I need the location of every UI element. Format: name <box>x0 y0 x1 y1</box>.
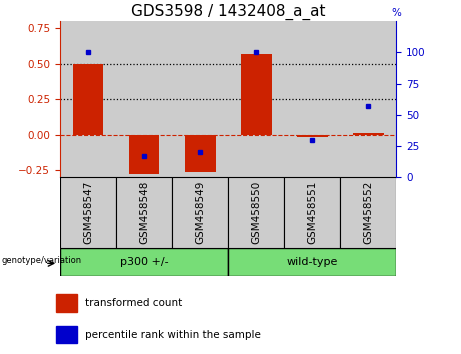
Text: GSM458550: GSM458550 <box>251 181 261 244</box>
Bar <box>185 135 216 172</box>
Bar <box>284 21 340 177</box>
Bar <box>353 133 384 135</box>
Text: wild-type: wild-type <box>287 257 338 267</box>
Bar <box>241 54 272 135</box>
Bar <box>72 64 103 135</box>
Bar <box>228 21 284 177</box>
Bar <box>56 326 77 343</box>
Bar <box>116 21 172 177</box>
Bar <box>56 294 77 312</box>
Bar <box>60 21 116 177</box>
Bar <box>172 177 228 248</box>
Text: GSM458548: GSM458548 <box>139 181 149 244</box>
Text: GSM458551: GSM458551 <box>307 181 317 244</box>
Bar <box>340 177 396 248</box>
FancyBboxPatch shape <box>60 248 228 276</box>
Text: transformed count: transformed count <box>85 298 183 308</box>
Bar <box>116 177 172 248</box>
Text: %: % <box>391 8 402 18</box>
Bar <box>172 21 228 177</box>
Bar <box>228 177 284 248</box>
Text: genotype/variation: genotype/variation <box>1 256 81 265</box>
Bar <box>297 135 328 137</box>
Title: GDS3598 / 1432408_a_at: GDS3598 / 1432408_a_at <box>131 4 325 20</box>
Text: GSM458552: GSM458552 <box>363 181 373 244</box>
Text: p300 +/-: p300 +/- <box>120 257 168 267</box>
Text: percentile rank within the sample: percentile rank within the sample <box>85 330 261 340</box>
Bar <box>340 21 396 177</box>
Text: GSM458547: GSM458547 <box>83 181 93 244</box>
FancyBboxPatch shape <box>228 248 396 276</box>
Bar <box>60 177 116 248</box>
Text: GSM458549: GSM458549 <box>195 181 205 244</box>
Bar <box>129 135 160 174</box>
Bar <box>284 177 340 248</box>
